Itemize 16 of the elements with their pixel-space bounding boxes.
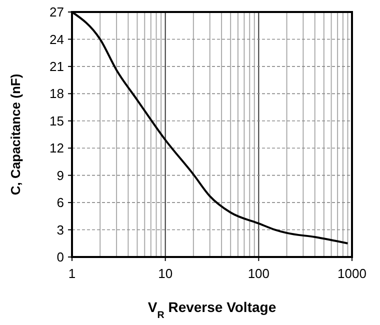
y-tick-label: 6 [56,195,64,210]
x-tick-label: 10 [158,266,173,281]
y-tick-label: 9 [56,168,64,183]
y-tick-label: 0 [56,250,64,265]
y-axis-title: C, Capacitance (nF) [8,74,23,196]
y-tick-label: 12 [50,140,64,156]
y-tick-label: 27 [50,4,64,20]
x-tick-label: 100 [248,266,270,281]
y-tick-label: 3 [56,222,64,238]
y-tick-label: 15 [50,113,64,128]
y-tick-label: 24 [50,32,64,47]
y-tick-label: 18 [50,86,64,102]
x-axis-title: V$_{R}$ Reverse Voltage [148,299,276,320]
x-tick-label: 1 [68,266,76,281]
x-tick-label: 1000 [338,266,366,281]
y-tick-label: 21 [50,58,64,74]
